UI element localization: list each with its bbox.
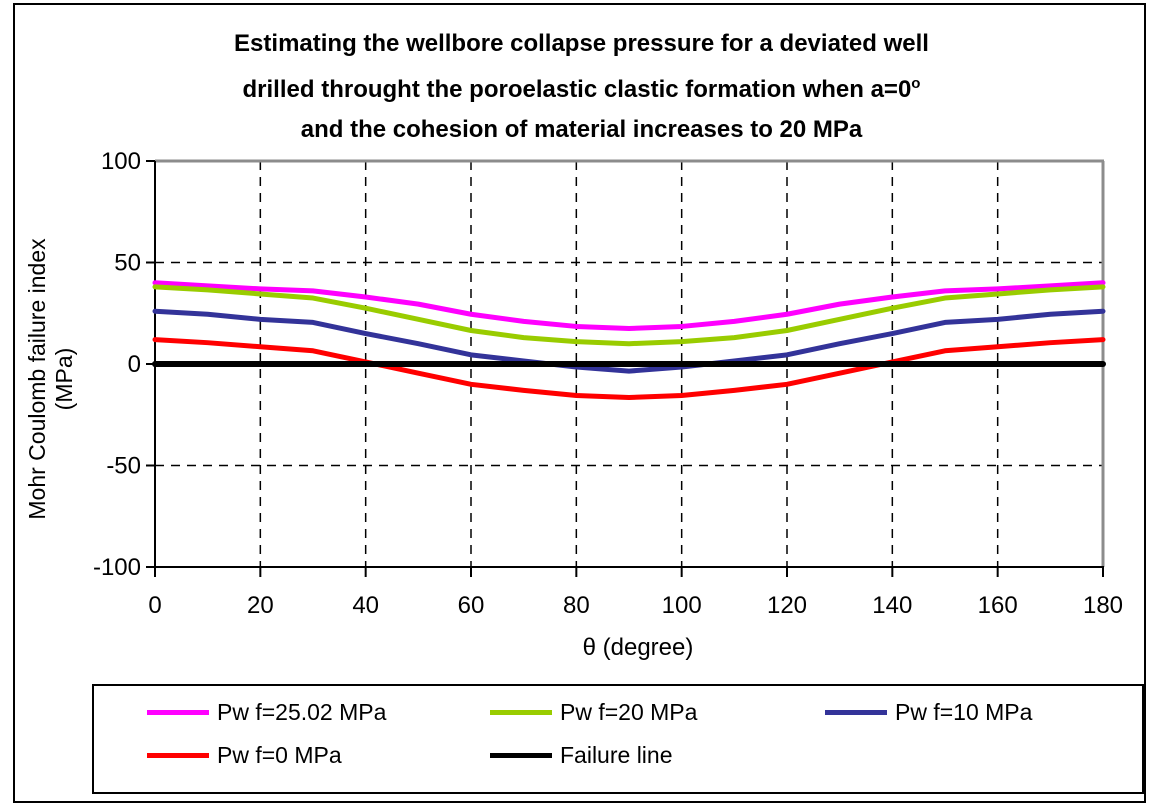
chart-title-line-2: drilled throught the poroelastic clastic… <box>242 75 921 103</box>
plot-area: 100 50 0 -50 -100 0 20 40 60 80 100 120 140 160 180 <box>93 148 1123 619</box>
x-tick-label: 80 <box>563 592 590 619</box>
degree-superscript: o <box>911 75 921 92</box>
x-tick-label: 160 <box>978 592 1018 619</box>
x-axis-title: θ (degree) <box>582 634 694 661</box>
series-line-pw-f-10-mpa <box>152 308 1106 374</box>
y-tick-label: 50 <box>114 250 141 277</box>
y-axis-title-line-1: Mohr Coulomb failure index <box>24 238 50 520</box>
legend-entry-pwf-10: Pw f=10 MPa <box>825 698 1032 726</box>
series-line-pw-f-0-mpa <box>152 337 1106 400</box>
legend-label: Failure line <box>560 741 673 768</box>
y-axis-title: Mohr Coulomb failure index (MPa) <box>24 169 80 589</box>
legend-line-sample-green <box>490 709 552 715</box>
legend-label: Pw f=0 MPa <box>217 741 342 768</box>
chart-title-line-1: Estimating the wellbore collapse pressur… <box>234 30 929 57</box>
legend-line-sample-black <box>490 752 552 758</box>
legend-entry-pwf-25-02: Pw f=25.02 MPa <box>147 698 386 726</box>
chart-title-line-3: and the cohesion of material increases t… <box>300 116 863 143</box>
legend-box: Pw f=25.02 MPa Pw f=20 MPa Pw f=10 MPa P… <box>92 684 1144 794</box>
y-tick-label: 100 <box>101 148 141 175</box>
y-tick-label: 0 <box>128 351 141 378</box>
x-tick-label: 40 <box>352 592 379 619</box>
legend-label: Pw f=20 MPa <box>560 698 698 725</box>
series-line-pw-f-20-mpa <box>152 284 1106 347</box>
x-tick-label: 20 <box>247 592 274 619</box>
x-tick-label: 120 <box>767 592 807 619</box>
x-tick-label: 140 <box>872 592 912 619</box>
legend-entry-failure-line: Failure line <box>490 741 673 769</box>
y-tick-label: -100 <box>93 554 141 581</box>
x-tick-label: 60 <box>458 592 485 619</box>
legend-entry-pwf-20: Pw f=20 MPa <box>490 698 697 726</box>
legend-label: Pw f=25.02 MPa <box>217 698 387 725</box>
x-tick-label: 180 <box>1083 592 1123 619</box>
legend-label: Pw f=10 MPa <box>895 698 1033 725</box>
legend-line-sample-red <box>147 752 209 758</box>
series-line-pw-f-25-02-mpa <box>152 280 1106 331</box>
chart-frame <box>13 3 1146 803</box>
chart-title: Estimating the wellbore collapse pressur… <box>13 24 1150 150</box>
legend-line-sample-blue <box>825 709 887 715</box>
y-tick-label: -50 <box>106 453 141 480</box>
x-tick-label: 0 <box>148 592 161 619</box>
legend-entry-pwf-0: Pw f=0 MPa <box>147 741 342 769</box>
legend-line-sample-magenta <box>147 709 209 715</box>
x-tick-label: 100 <box>662 592 702 619</box>
y-axis-title-line-2: (MPa) <box>51 347 77 411</box>
